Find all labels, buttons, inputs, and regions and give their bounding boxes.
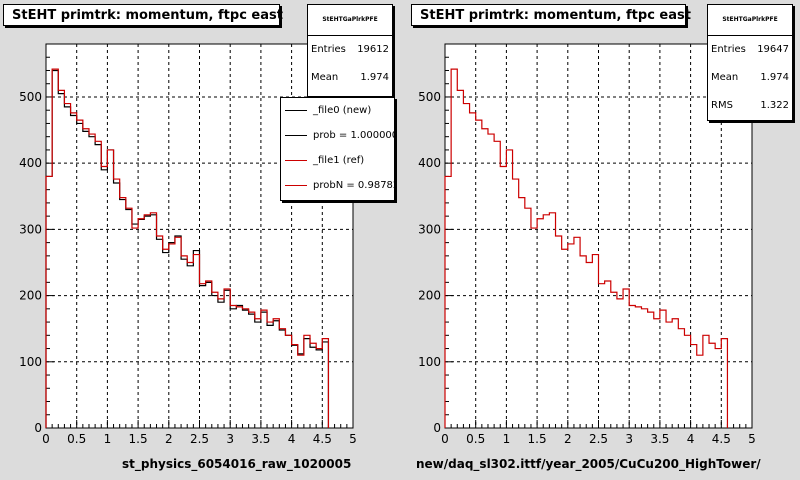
stats-box: StEHTGaPlrkPFE Entries 19647 Mean 1.974 RM… <box>707 4 793 121</box>
y-tick-label: 0 <box>34 421 42 435</box>
y-tick-label: 300 <box>19 222 42 236</box>
stats-mean-value: 1.974 <box>360 72 389 83</box>
x-tick-label: 2 <box>564 432 572 446</box>
stats-rms: RMS 1.322 <box>708 92 792 120</box>
stats-mean: Mean 1.974 <box>308 64 392 92</box>
stats-mean-label: Mean <box>711 72 739 83</box>
legend: _file0 (new) prob = 1.000000 _file1 (ref… <box>280 97 395 201</box>
stats-rms-value: 1.322 <box>760 100 789 111</box>
pad-right: 0 0.5 1 1.5 2 2.5 3 3.5 4 4.5 5 0 100 200 300 400 500 St… <box>400 0 800 480</box>
stats-entries: Entries 19647 <box>708 36 792 64</box>
stats-rms-label: RMS <box>711 100 733 111</box>
series-file1-ref <box>45 68 330 428</box>
y-tick-label: 100 <box>418 355 441 369</box>
y-tick-label: 400 <box>418 156 441 170</box>
x-tick-label: 4.5 <box>712 432 731 446</box>
x-tick-label: 4 <box>288 432 296 446</box>
x-tick-label: 5 <box>349 432 357 446</box>
stats-entries-label: Entries <box>311 44 346 55</box>
stats-entries: Entries 19612 <box>308 36 392 64</box>
legend-entry-new: _file0 (new) <box>281 98 394 123</box>
x-tick-label: 0.5 <box>466 432 485 446</box>
y-tick-label: 300 <box>418 222 441 236</box>
stats-mean-label: Mean <box>311 72 339 83</box>
pad-title: StEHT primtrk: momentum, ftpc east <box>411 4 691 26</box>
legend-label: prob = 1.000000 <box>313 130 395 141</box>
x-tick-label: 4.5 <box>313 432 332 446</box>
x-tick-label: 1.5 <box>129 432 148 446</box>
pad-left: 0 0.5 1 1.5 2 2.5 3 3.5 4 4.5 5 0 100 200 300 400 500 St… <box>3 4 395 471</box>
x-tick-label: 0 <box>441 432 449 446</box>
stats-name: StEHTGaPlrkPFE <box>308 5 392 36</box>
stats-entries-label: Entries <box>711 44 746 55</box>
stats-entries-value: 19612 <box>357 44 389 55</box>
stats-name: StEHTGaPlrkPFE <box>708 5 792 36</box>
x-axis-title: new/daq_sl302.ittf/year_2005/CuCu200_Hig… <box>416 457 761 471</box>
y-tick-label: 500 <box>418 90 441 104</box>
stats-box: StEHTGaPlrkPFE Entries 19612 Mean 1.974 <box>307 4 393 97</box>
x-tick-label: 3.5 <box>251 432 270 446</box>
x-tick-label: 1.5 <box>528 432 547 446</box>
y-tick-label: 0 <box>433 421 441 435</box>
legend-line <box>285 110 307 111</box>
x-tick-label: 3.5 <box>650 432 669 446</box>
y-tick-label: 200 <box>418 289 441 303</box>
legend-entry-ref: _file1 (ref) <box>281 148 394 173</box>
y-tick-label: 500 <box>19 90 42 104</box>
legend-entry-probn: probN = 0.98782 <box>281 173 394 198</box>
x-axis-title: st_physics_6054016_raw_1020005 <box>122 457 352 471</box>
x-tick-label: 2 <box>165 432 173 446</box>
stats-mean-value: 1.974 <box>760 72 789 83</box>
x-tick-label: 2.5 <box>190 432 209 446</box>
x-tick-label: 3 <box>226 432 234 446</box>
histogram-right: 0 0.5 1 1.5 2 2.5 3 3.5 4 4.5 5 0 100 200 300 400 500 <box>418 43 756 446</box>
x-tick-label: 3 <box>625 432 633 446</box>
y-tick-label: 400 <box>19 156 42 170</box>
legend-line <box>285 160 307 161</box>
x-tick-label: 1 <box>104 432 112 446</box>
series-series <box>444 68 729 428</box>
x-tick-label: 0 <box>42 432 50 446</box>
y-tick-label: 200 <box>19 289 42 303</box>
x-tick-label: 5 <box>748 432 756 446</box>
legend-label: _file0 (new) <box>313 105 372 116</box>
legend-label: _file1 (ref) <box>313 155 365 166</box>
legend-line <box>285 185 307 186</box>
legend-entry-prob: prob = 1.000000 <box>281 123 394 148</box>
legend-label: probN = 0.98782 <box>313 180 395 191</box>
stats-entries-value: 19647 <box>757 44 789 55</box>
x-tick-label: 0.5 <box>67 432 86 446</box>
x-tick-label: 4 <box>687 432 695 446</box>
legend-line <box>285 135 307 136</box>
x-tick-label: 2.5 <box>589 432 608 446</box>
y-tick-label: 100 <box>19 355 42 369</box>
pad-title: StEHT primtrk: momentum, ftpc east <box>3 4 283 26</box>
x-tick-label: 1 <box>503 432 511 446</box>
stats-mean: Mean 1.974 <box>708 64 792 92</box>
